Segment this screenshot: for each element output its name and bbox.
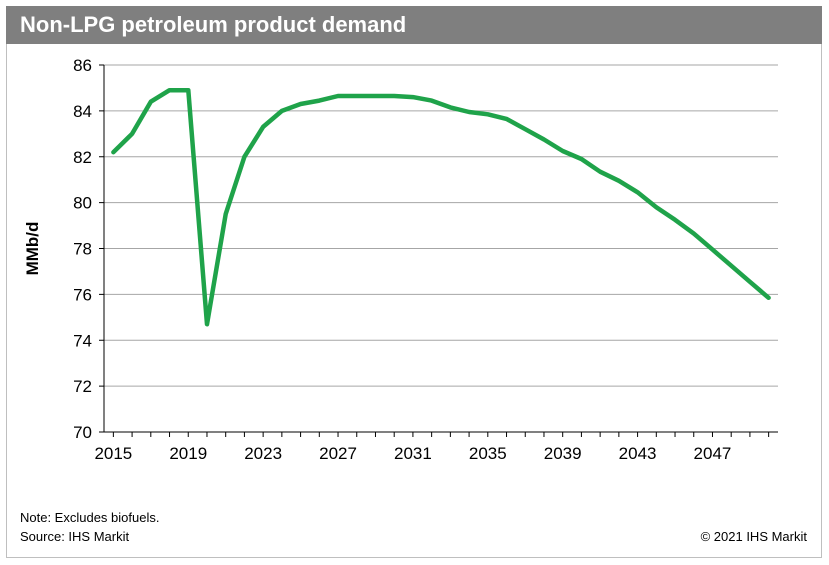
gridlines [104, 64, 778, 387]
series-lines [111, 87, 771, 327]
y-tick-label: 78 [73, 240, 92, 259]
copyright-text: © 2021 IHS Markit [700, 529, 807, 544]
source-text: Source: IHS Markit [20, 529, 130, 544]
x-tick-label: 2023 [244, 444, 282, 463]
x-tick-label: 2031 [394, 444, 432, 463]
x-tick-label: 2043 [619, 444, 657, 463]
y-tick-label: 86 [73, 56, 92, 75]
title-bar: Non-LPG petroleum product demand [6, 6, 822, 44]
x-tick-label: 2027 [319, 444, 357, 463]
series-line [111, 87, 771, 327]
y-tick-label: 76 [73, 285, 92, 304]
y-tick-label: 84 [73, 102, 92, 121]
y-tick-labels: 70 72 74 76 78 80 82 84 86 [73, 56, 92, 442]
y-axis-label: MMb/d [23, 222, 42, 276]
x-tick-label: 2035 [469, 444, 507, 463]
y-tick-label: 82 [73, 148, 92, 167]
y-tick-label: 72 [73, 377, 92, 396]
x-tick-label: 2047 [694, 444, 732, 463]
y-tick-label: 74 [73, 331, 92, 350]
axes [99, 64, 778, 437]
y-tick-label: 70 [73, 423, 92, 442]
chart-title: Non-LPG petroleum product demand [20, 12, 407, 37]
x-tick-labels: 2015 2019 2023 2027 2031 2035 2039 2043 2047 [94, 444, 731, 463]
x-tick-label: 2019 [169, 444, 207, 463]
x-tick-label: 2015 [94, 444, 132, 463]
x-tick-label: 2039 [544, 444, 582, 463]
y-tick-label: 80 [73, 194, 92, 213]
note-text: Note: Excludes biofuels. [20, 510, 160, 525]
